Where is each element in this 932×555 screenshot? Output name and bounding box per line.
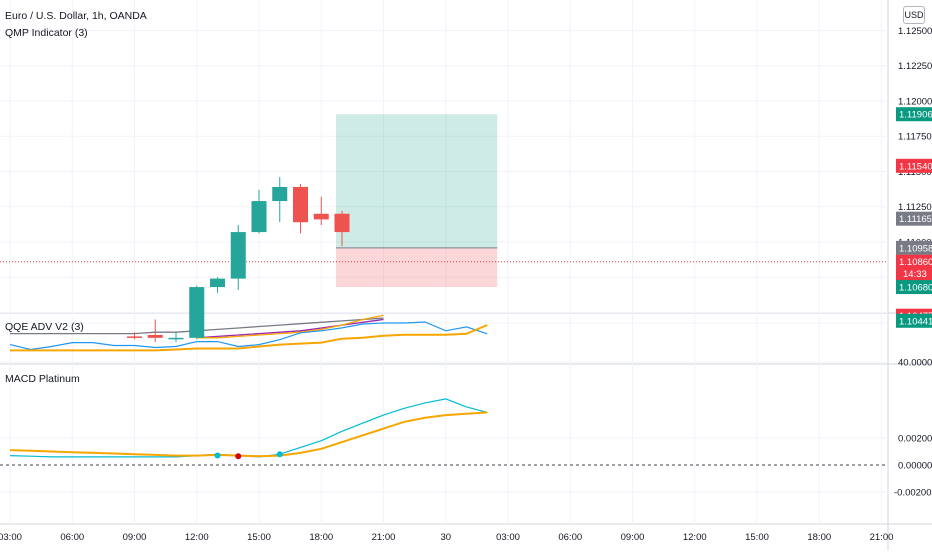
- macd-cross-marker: [235, 453, 242, 460]
- candle: [230, 225, 246, 290]
- price-tag-label: 1.10860: [899, 257, 932, 268]
- price-tick-label: 1.12000: [898, 96, 932, 107]
- macd-series-line: [9, 398, 488, 458]
- time-tick-label: 21:00: [372, 532, 396, 543]
- price-tag-label: 1.11165: [899, 214, 932, 225]
- candle: [189, 285, 205, 340]
- candle-body: [313, 213, 329, 220]
- candle: [127, 332, 142, 340]
- time-tick-label: 18:00: [807, 532, 831, 543]
- price-tag-label: 1.10441: [899, 316, 932, 327]
- qqe-tick-label: 40.00000: [898, 358, 932, 369]
- indicator-legend-qqe[interactable]: QQE ADV V2 (3): [5, 321, 84, 333]
- price-tag-label: 1.10680: [899, 283, 932, 294]
- price-tick-label: 1.11750: [898, 132, 932, 143]
- time-tick-label: 21:00: [870, 532, 894, 543]
- time-tick-label: 03:00: [496, 532, 520, 543]
- macd-tick-label: -0.00200: [894, 488, 932, 499]
- time-tick-label: 06:00: [60, 532, 84, 543]
- macd-series-line: [9, 411, 488, 458]
- price-tag: 1.11906: [896, 107, 932, 122]
- candle: [313, 196, 329, 226]
- candle-body: [210, 278, 225, 288]
- position-target-zone: [336, 114, 498, 248]
- symbol-legend[interactable]: Euro / U.S. Dollar, 1h, OANDA: [5, 10, 147, 22]
- candle-body: [147, 335, 163, 338]
- price-tag: 1.10680: [896, 280, 932, 295]
- time-tick-label: 09:00: [123, 532, 147, 543]
- price-tag: 1.11540: [896, 158, 932, 173]
- time-tick-label: 30: [440, 532, 451, 543]
- macd-tick-label: 0.00000: [898, 461, 932, 472]
- qqe-series-line: [9, 321, 488, 351]
- indicator-legend-qmp[interactable]: QMP Indicator (3): [5, 27, 88, 39]
- currency-button[interactable]: USD: [903, 6, 925, 24]
- candle-body: [230, 232, 246, 279]
- price-tag-label: 1.11906: [899, 110, 932, 121]
- price-tag: 1.10958: [896, 240, 932, 255]
- price-tag: 1.10441: [896, 313, 932, 328]
- price-tick-label: 1.12250: [898, 61, 932, 72]
- candle-body: [293, 186, 308, 223]
- candle-body: [189, 287, 205, 338]
- candle: [210, 277, 225, 293]
- indicator-legend-macd[interactable]: MACD Platinum: [5, 373, 80, 385]
- price-tag-countdown: 14:33: [903, 269, 927, 280]
- price-tick-label: 1.11250: [898, 202, 932, 213]
- candle-body: [127, 336, 142, 338]
- price-tick-label: 1.12500: [898, 26, 932, 37]
- time-tick-label: 12:00: [185, 532, 209, 543]
- price-tag-bg: [896, 313, 932, 328]
- candle-body: [334, 213, 350, 233]
- macd-cross-marker: [214, 452, 221, 459]
- time-tick-label: 15:00: [247, 532, 271, 543]
- macd-cross-marker: [276, 451, 283, 458]
- candle: [293, 184, 308, 234]
- candle-body: [168, 337, 184, 340]
- macd-tick-label: 0.00200: [898, 434, 932, 445]
- moving-average-line: [196, 314, 384, 339]
- moving-average-line: [196, 318, 384, 339]
- price-tag-bg: [896, 158, 932, 173]
- qqe-series-line: [10, 324, 488, 352]
- price-tag: 1.11165: [896, 211, 932, 226]
- candle-body: [251, 201, 267, 233]
- time-tick-label: 12:00: [683, 532, 707, 543]
- price-tag-bg: [896, 211, 932, 226]
- time-tick-label: 15:00: [745, 532, 769, 543]
- price-tag-label: 1.10958: [899, 243, 932, 254]
- candle: [147, 319, 163, 343]
- time-tick-label: 06:00: [558, 532, 582, 543]
- price-tag-bg: [896, 107, 932, 122]
- price-tag-bg: [896, 254, 932, 281]
- price-tag-bg: [896, 240, 932, 255]
- candle: [251, 189, 267, 234]
- candle: [168, 332, 184, 343]
- candle: [272, 177, 288, 223]
- time-tick-label: 18:00: [309, 532, 333, 543]
- position-stop-zone: [336, 247, 498, 288]
- candle: [334, 210, 350, 247]
- time-tick-label: 09:00: [621, 532, 645, 543]
- time-tick-label: 03:00: [0, 532, 22, 543]
- price-tag-bg: [896, 280, 932, 295]
- price-tag-label: 1.11540: [899, 161, 932, 172]
- candle-body: [272, 186, 288, 202]
